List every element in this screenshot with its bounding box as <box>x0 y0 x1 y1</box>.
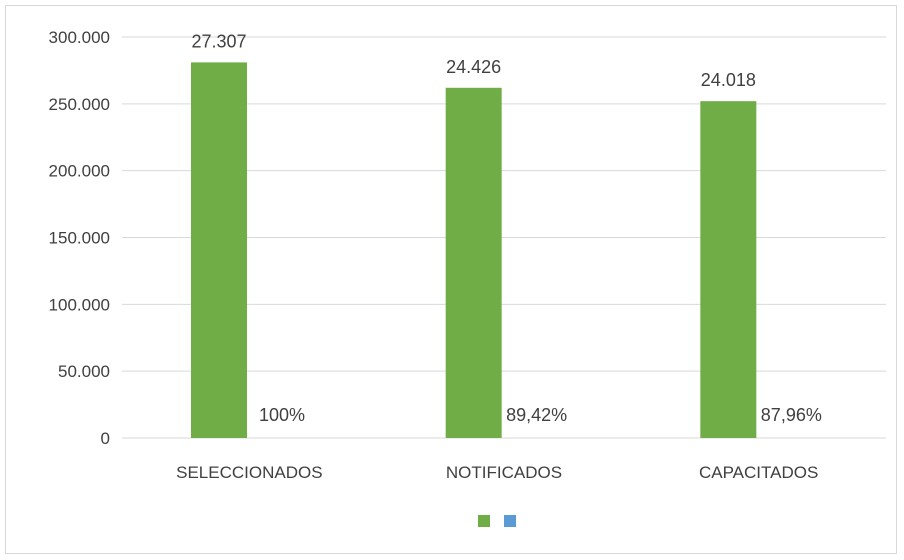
bar <box>191 62 247 438</box>
bar <box>445 87 502 438</box>
x-tick-label: CAPACITADOS <box>699 463 818 482</box>
bar <box>700 101 757 438</box>
data-label: 24.018 <box>701 70 756 90</box>
y-tick-label: 150.000 <box>49 229 110 248</box>
y-tick-label: 0 <box>101 429 110 448</box>
data-label: 89,42% <box>506 405 567 425</box>
data-label: 87,96% <box>761 405 822 425</box>
legend-swatch <box>478 515 490 527</box>
x-tick-label: SELECCIONADOS <box>176 463 322 482</box>
y-tick-label: 50.000 <box>58 362 110 381</box>
legend-swatch <box>504 515 516 527</box>
data-label: 27.307 <box>191 31 246 51</box>
y-tick-label: 300.000 <box>49 28 110 47</box>
y-tick-label: 200.000 <box>49 162 110 181</box>
data-label: 24.426 <box>446 57 501 77</box>
y-tick-label: 100.000 <box>49 295 110 314</box>
y-tick-label: 250.000 <box>49 95 110 114</box>
x-tick-label: NOTIFICADOS <box>446 463 562 482</box>
data-label: 100% <box>259 405 305 425</box>
